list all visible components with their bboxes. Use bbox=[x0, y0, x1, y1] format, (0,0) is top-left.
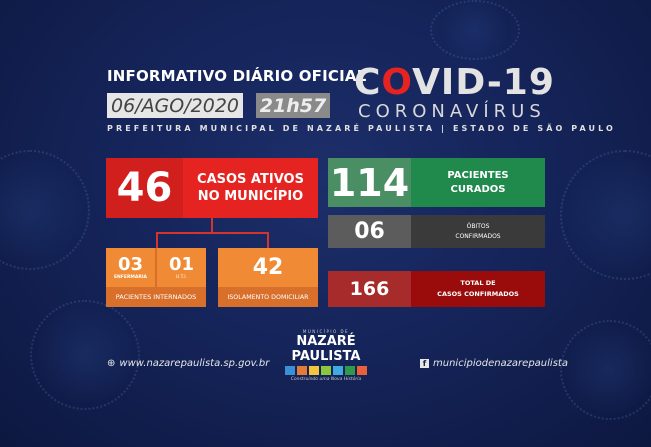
icu-card: 01 U.T.I. bbox=[157, 248, 206, 287]
total-cases-value: 166 bbox=[328, 271, 411, 307]
icu-label: U.T.I. bbox=[175, 275, 188, 280]
home-isolation-label: ISOLAMENTO DOMICILIAR bbox=[227, 293, 309, 301]
connector-line bbox=[211, 218, 213, 234]
connector-line bbox=[267, 232, 269, 248]
logo-tile-icon bbox=[333, 366, 343, 375]
facebook-link[interactable]: f municipiodenazarepaulista bbox=[420, 358, 568, 369]
bulletin-time: 21h57 bbox=[256, 93, 330, 118]
active-cases-card: 46 CASOS ATIVOS NO MUNICÍPIO bbox=[106, 158, 318, 218]
hospitalized-card: 03 ENFERMARIA 01 U.T.I. PACIENTES INTERN… bbox=[106, 248, 206, 307]
website-text: www.nazarepaulista.sp.gov.br bbox=[119, 358, 270, 369]
deaths-card: 06 ÓBITOS CONFIRMADOS bbox=[328, 215, 545, 248]
covid-letter-o: O bbox=[381, 62, 413, 103]
logo-tagline: Construindo uma Nova História bbox=[290, 377, 362, 382]
ward-value: 03 bbox=[117, 254, 144, 275]
municipality-logo: MUNICÍPIO DE NAZARÉ PAULISTA Construindo… bbox=[262, 329, 390, 382]
logo-top: MUNICÍPIO DE bbox=[302, 329, 350, 334]
ward-card: 03 ENFERMARIA bbox=[106, 248, 155, 287]
bulletin-title: INFORMATIVO DIÁRIO OFICIAL bbox=[107, 67, 367, 85]
virus-decoration bbox=[430, 0, 520, 60]
active-cases-value: 46 bbox=[106, 158, 183, 218]
total-cases-card: 166 TOTAL DE CASOS CONFIRMADOS bbox=[328, 271, 545, 307]
recovered-card: 114 PACIENTES CURADOS bbox=[328, 158, 545, 207]
virus-decoration bbox=[560, 150, 651, 280]
bulletin-date: 06/AGO/2020 bbox=[107, 93, 243, 118]
deaths-label: ÓBITOS CONFIRMADOS bbox=[411, 215, 545, 248]
logo-tile-icon bbox=[357, 366, 367, 375]
connector-line bbox=[156, 232, 269, 234]
website-link[interactable]: ⊕ www.nazarepaulista.sp.gov.br bbox=[107, 358, 269, 369]
label-line: TOTAL DE bbox=[460, 279, 496, 287]
recovered-value: 114 bbox=[328, 158, 411, 207]
label-line: CONFIRMADOS bbox=[455, 232, 501, 240]
connector-line bbox=[156, 232, 158, 248]
virus-decoration bbox=[30, 300, 140, 410]
label-line: PACIENTES bbox=[447, 169, 509, 181]
facebook-icon: f bbox=[420, 359, 429, 368]
virus-decoration bbox=[0, 150, 90, 270]
covid-19-heading: COVID-19 bbox=[354, 62, 555, 103]
recovered-label: PACIENTES CURADOS bbox=[411, 158, 545, 207]
label-line: CASOS CONFIRMADOS bbox=[437, 290, 519, 298]
home-isolation-value: 42 bbox=[218, 248, 318, 287]
icu-value: 01 bbox=[168, 254, 195, 275]
globe-icon: ⊕ bbox=[107, 358, 116, 369]
coronavirus-heading: CORONAVÍRUS bbox=[358, 101, 546, 122]
label-line: ÓBITOS bbox=[466, 222, 490, 230]
logo-tile-icon bbox=[309, 366, 319, 375]
home-isolation-card: 42 ISOLAMENTO DOMICILIAR bbox=[218, 248, 318, 307]
logo-icons bbox=[262, 366, 390, 375]
logo-tile-icon bbox=[321, 366, 331, 375]
facebook-text: municipiodenazarepaulista bbox=[433, 358, 568, 369]
prefecture-subtitle: PREFEITURA MUNICIPAL DE NAZARÉ PAULISTA … bbox=[107, 124, 616, 133]
logo-name: NAZARÉ PAULISTA bbox=[291, 334, 361, 364]
hospitalized-label: PACIENTES INTERNADOS bbox=[115, 293, 197, 301]
logo-tile-icon bbox=[285, 366, 295, 375]
logo-tile-icon bbox=[297, 366, 307, 375]
covid-letter: C bbox=[354, 62, 382, 103]
ward-label: ENFERMARIA bbox=[113, 275, 148, 280]
label-line: NO MUNICÍPIO bbox=[197, 189, 304, 204]
label-line: CURADOS bbox=[450, 183, 506, 195]
active-cases-label: CASOS ATIVOS NO MUNICÍPIO bbox=[183, 158, 318, 218]
deaths-value: 06 bbox=[328, 215, 411, 248]
covid-rest: VID-19 bbox=[412, 62, 555, 103]
logo-tile-icon bbox=[345, 366, 355, 375]
label-line: CASOS ATIVOS bbox=[197, 172, 304, 187]
virus-decoration bbox=[560, 320, 651, 420]
total-cases-label: TOTAL DE CASOS CONFIRMADOS bbox=[411, 271, 545, 307]
